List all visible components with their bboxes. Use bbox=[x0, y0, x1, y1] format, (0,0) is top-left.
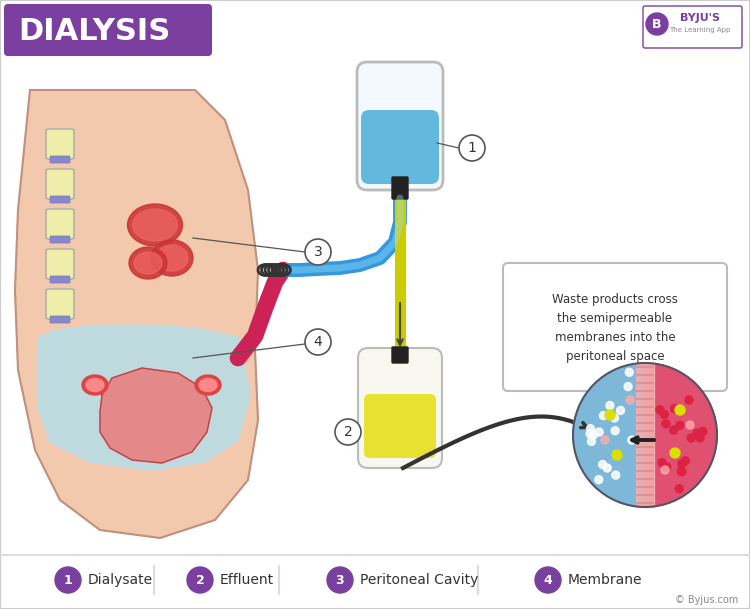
Text: DIALYSIS: DIALYSIS bbox=[18, 18, 170, 46]
Ellipse shape bbox=[86, 379, 104, 392]
Text: 2: 2 bbox=[196, 574, 204, 586]
Circle shape bbox=[656, 406, 664, 414]
Circle shape bbox=[675, 485, 683, 493]
Circle shape bbox=[685, 396, 693, 404]
Circle shape bbox=[646, 13, 668, 35]
Text: 3: 3 bbox=[314, 245, 322, 259]
FancyBboxPatch shape bbox=[46, 289, 74, 319]
FancyBboxPatch shape bbox=[392, 177, 408, 199]
FancyBboxPatch shape bbox=[392, 347, 408, 363]
Ellipse shape bbox=[129, 247, 167, 279]
Ellipse shape bbox=[133, 209, 178, 241]
FancyBboxPatch shape bbox=[364, 394, 436, 458]
FancyBboxPatch shape bbox=[50, 156, 70, 163]
Circle shape bbox=[661, 410, 668, 418]
Text: B: B bbox=[652, 18, 662, 30]
Text: 4: 4 bbox=[544, 574, 552, 586]
FancyBboxPatch shape bbox=[50, 196, 70, 203]
Circle shape bbox=[305, 329, 331, 355]
Text: Membrane: Membrane bbox=[568, 573, 643, 587]
Circle shape bbox=[595, 476, 603, 484]
Circle shape bbox=[662, 420, 670, 428]
Ellipse shape bbox=[199, 379, 217, 392]
FancyBboxPatch shape bbox=[361, 110, 439, 184]
Circle shape bbox=[693, 429, 701, 437]
Circle shape bbox=[670, 404, 679, 413]
Ellipse shape bbox=[195, 375, 221, 395]
Circle shape bbox=[535, 567, 561, 593]
Circle shape bbox=[686, 421, 694, 429]
Circle shape bbox=[626, 368, 633, 376]
Bar bbox=[636, 363, 654, 507]
FancyBboxPatch shape bbox=[46, 249, 74, 279]
FancyBboxPatch shape bbox=[50, 276, 70, 283]
Text: Effluent: Effluent bbox=[220, 573, 274, 587]
Circle shape bbox=[587, 437, 596, 445]
FancyBboxPatch shape bbox=[4, 4, 212, 56]
Circle shape bbox=[612, 471, 620, 479]
Circle shape bbox=[573, 363, 717, 507]
FancyBboxPatch shape bbox=[358, 348, 442, 468]
Circle shape bbox=[677, 467, 686, 475]
Text: 1: 1 bbox=[467, 141, 476, 155]
Polygon shape bbox=[15, 90, 258, 538]
FancyBboxPatch shape bbox=[357, 62, 443, 190]
Circle shape bbox=[678, 468, 686, 476]
FancyBboxPatch shape bbox=[46, 169, 74, 199]
Circle shape bbox=[663, 463, 670, 471]
Circle shape bbox=[628, 436, 636, 444]
Text: Waste products cross
the semipermeable
membranes into the
peritoneal space: Waste products cross the semipermeable m… bbox=[552, 293, 678, 363]
Circle shape bbox=[612, 450, 622, 460]
Circle shape bbox=[595, 428, 603, 436]
FancyBboxPatch shape bbox=[503, 263, 727, 391]
Circle shape bbox=[675, 405, 685, 415]
Circle shape bbox=[670, 448, 680, 458]
Text: The Learning App: The Learning App bbox=[669, 27, 730, 33]
Text: 4: 4 bbox=[314, 335, 322, 349]
Circle shape bbox=[610, 414, 619, 422]
Circle shape bbox=[187, 567, 213, 593]
Text: Peritoneal Cavity: Peritoneal Cavity bbox=[360, 573, 478, 587]
Circle shape bbox=[696, 434, 704, 442]
Circle shape bbox=[586, 424, 595, 432]
Text: 2: 2 bbox=[344, 425, 352, 439]
Ellipse shape bbox=[151, 240, 193, 276]
Circle shape bbox=[603, 464, 611, 472]
Polygon shape bbox=[100, 368, 212, 463]
Ellipse shape bbox=[82, 375, 108, 395]
Circle shape bbox=[687, 434, 695, 442]
Circle shape bbox=[699, 428, 706, 435]
Circle shape bbox=[611, 427, 620, 435]
Circle shape bbox=[624, 382, 632, 390]
Polygon shape bbox=[38, 325, 250, 470]
Wedge shape bbox=[645, 363, 717, 507]
FancyBboxPatch shape bbox=[50, 236, 70, 243]
Circle shape bbox=[661, 466, 669, 474]
FancyBboxPatch shape bbox=[46, 129, 74, 159]
Circle shape bbox=[601, 436, 609, 444]
Text: Dialysate: Dialysate bbox=[88, 573, 153, 587]
Circle shape bbox=[670, 426, 678, 434]
Circle shape bbox=[459, 135, 485, 161]
Text: BYJU'S: BYJU'S bbox=[680, 13, 720, 23]
Text: © Byjus.com: © Byjus.com bbox=[675, 595, 738, 605]
Text: 3: 3 bbox=[336, 574, 344, 586]
Ellipse shape bbox=[156, 245, 188, 271]
Circle shape bbox=[55, 567, 81, 593]
Circle shape bbox=[605, 410, 615, 420]
Text: 1: 1 bbox=[64, 574, 72, 586]
Circle shape bbox=[335, 419, 361, 445]
Circle shape bbox=[598, 460, 607, 468]
Circle shape bbox=[658, 459, 666, 466]
FancyBboxPatch shape bbox=[46, 209, 74, 239]
Circle shape bbox=[305, 239, 331, 265]
Circle shape bbox=[676, 421, 684, 429]
Ellipse shape bbox=[134, 252, 162, 274]
Circle shape bbox=[599, 412, 608, 420]
Ellipse shape bbox=[128, 204, 182, 246]
Circle shape bbox=[590, 431, 598, 439]
FancyBboxPatch shape bbox=[643, 6, 742, 48]
Circle shape bbox=[606, 401, 614, 409]
Circle shape bbox=[327, 567, 353, 593]
